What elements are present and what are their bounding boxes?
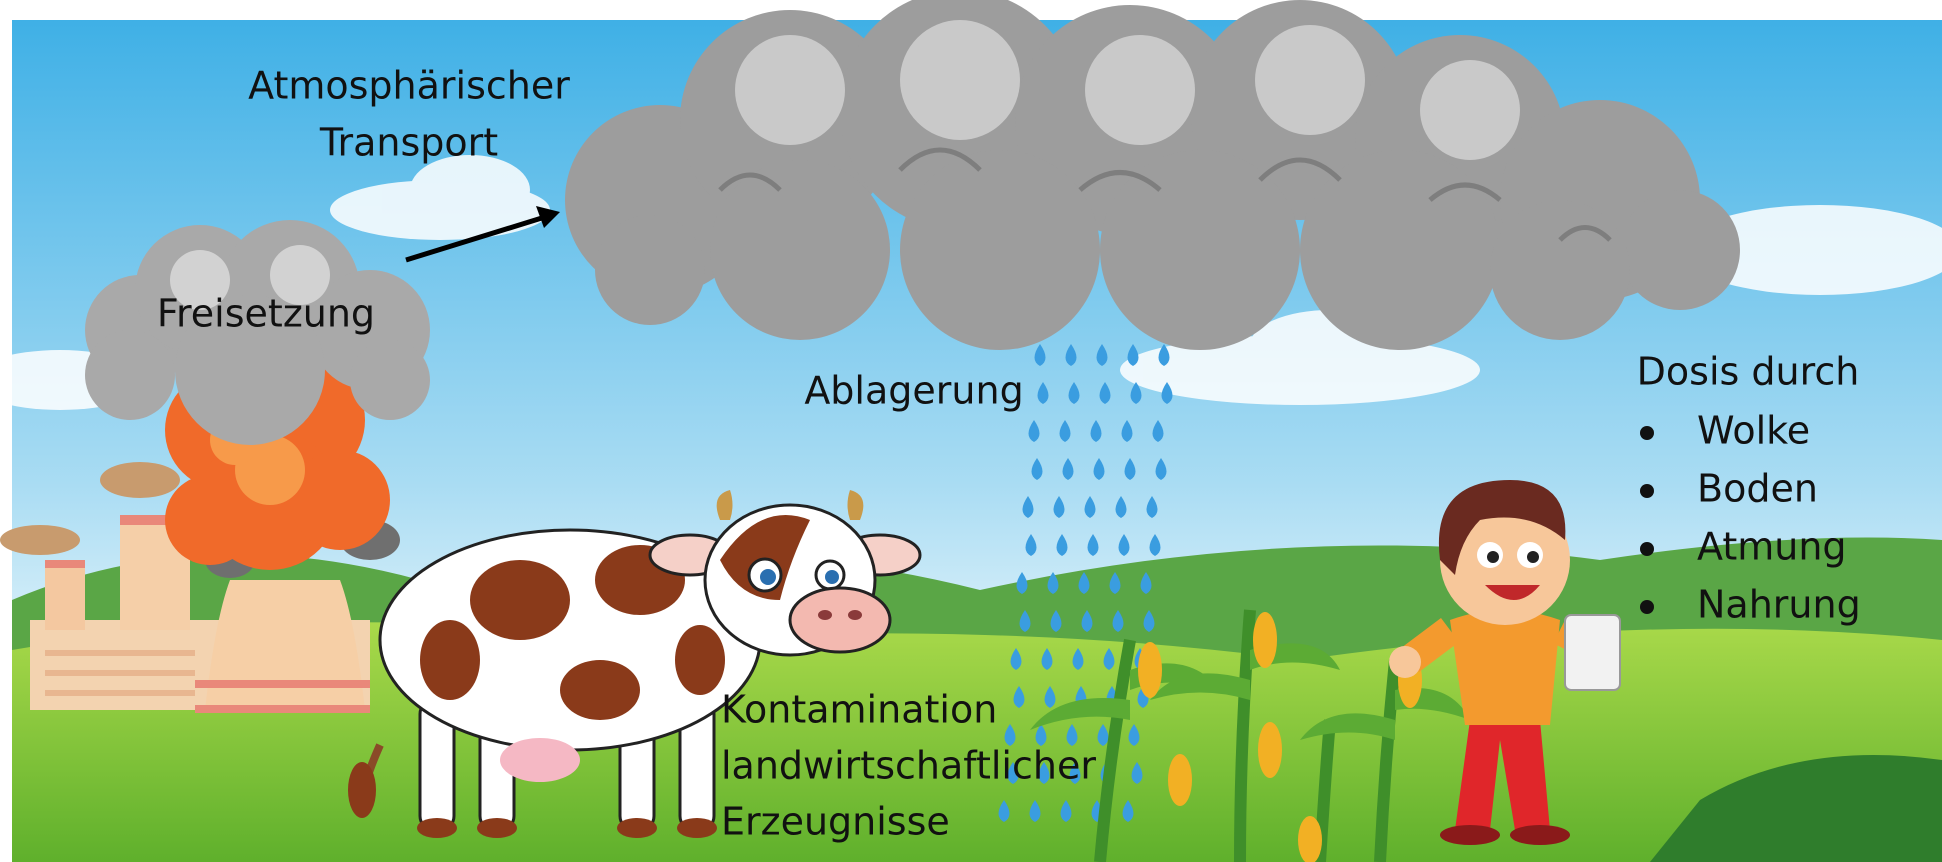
corn-plants-part-part [1168, 754, 1192, 806]
radioactive-cloud-part-part [1620, 190, 1740, 310]
body: Atmosphärischer Transport Freisetzung Ab… [0, 0, 1942, 862]
contamination-label: Kontamination [721, 688, 997, 732]
power-plant-part [45, 560, 85, 630]
transport-label: Transport [319, 121, 498, 165]
radioactive-cloud-part-part [900, 150, 1100, 350]
radioactive-cloud-part-part [1300, 150, 1500, 350]
dose-item: Atmung [1697, 525, 1847, 569]
cow-part-part [617, 818, 657, 838]
radioactive-cloud-part-part [1100, 150, 1300, 350]
power-plant-part [100, 462, 180, 498]
boy-part [1450, 610, 1560, 725]
contamination-label: landwirtschaftlicher [721, 744, 1096, 788]
cow-part [348, 762, 376, 818]
power-plant-part [45, 560, 85, 568]
deposition-label: Ablagerung [804, 369, 1023, 413]
boy-part-part [1440, 825, 1500, 845]
corn-plants-part-part [1298, 816, 1322, 862]
radioactive-cloud-part-part [1255, 25, 1365, 135]
cow-part-part [420, 620, 480, 700]
power-plant-part [195, 680, 370, 688]
cow-part-part [677, 818, 717, 838]
radioactive-cloud-part-part [710, 160, 890, 340]
corn-plants-part-part [1258, 722, 1282, 778]
power-plant-part [195, 705, 370, 713]
cow-part-part [470, 560, 570, 640]
power-plant-part-part [45, 670, 195, 676]
boy-part [1389, 646, 1421, 678]
power-plant-part-part [45, 650, 195, 656]
cow-part [818, 610, 832, 620]
radioactive-cloud-part-part [595, 215, 705, 325]
cow-part [790, 588, 890, 652]
dose-item: Boden [1697, 467, 1818, 511]
radioactive-cloud-part-part [1490, 200, 1630, 340]
radioactive-cloud-part-part [735, 35, 845, 145]
power-plant-part-part [45, 690, 195, 696]
background-clouds-part [410, 155, 530, 225]
boy-part [1565, 615, 1620, 690]
release-label: Freisetzung [157, 292, 375, 336]
bullet [1640, 600, 1654, 614]
power-plant-part-part [290, 450, 390, 550]
power-plant-part-part [85, 330, 175, 420]
dose-title: Dosis durch [1637, 350, 1860, 394]
dose-item: Wolke [1697, 409, 1810, 453]
bullet [1640, 484, 1654, 498]
dose-item: Nahrung [1697, 583, 1861, 627]
boy-part [1487, 551, 1499, 563]
bullet [1640, 426, 1654, 440]
cow-part-part [477, 818, 517, 838]
page: Ausbreitungspfade {"labels": { "release"… [0, 0, 1942, 862]
boy-part [1527, 551, 1539, 563]
cow-part [848, 610, 862, 620]
cow-part-part [675, 625, 725, 695]
radioactive-cloud-part-part [900, 20, 1020, 140]
bullet [1640, 542, 1654, 556]
cow-part-part [417, 818, 457, 838]
power-plant-part [205, 580, 365, 710]
cow-part [825, 570, 839, 584]
contamination-label: Erzeugnisse [721, 800, 950, 844]
radioactive-cloud-part-part [1420, 60, 1520, 160]
power-plant-part-part [350, 340, 430, 420]
corn-plants-part-part [1253, 612, 1277, 668]
boy-part-part [1510, 825, 1570, 845]
cow-part-part [560, 660, 640, 720]
power-plant-part [0, 525, 80, 555]
cow-part [760, 569, 776, 585]
cow-part [500, 738, 580, 782]
transport-label: Atmosphärischer [248, 64, 570, 108]
scene: Atmosphärischer Transport Freisetzung Ab… [0, 0, 1942, 862]
corn-plants-part-part [1138, 642, 1162, 698]
radioactive-cloud-part-part [1085, 35, 1195, 145]
